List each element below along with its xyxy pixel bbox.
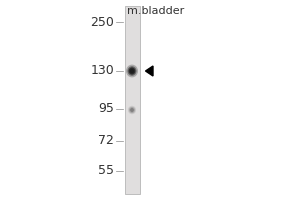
Ellipse shape [126, 65, 138, 77]
Bar [124, 6, 140, 194]
Text: m.bladder: m.bladder [128, 6, 184, 16]
Ellipse shape [130, 108, 134, 112]
Text: 55: 55 [98, 164, 114, 178]
Text: 250: 250 [90, 16, 114, 28]
Polygon shape [146, 66, 153, 76]
Ellipse shape [129, 67, 135, 75]
Ellipse shape [128, 106, 136, 114]
Ellipse shape [130, 69, 134, 73]
Text: 130: 130 [90, 64, 114, 77]
Text: 72: 72 [98, 134, 114, 148]
Ellipse shape [128, 66, 136, 76]
Text: 95: 95 [98, 102, 114, 116]
Ellipse shape [129, 107, 135, 113]
